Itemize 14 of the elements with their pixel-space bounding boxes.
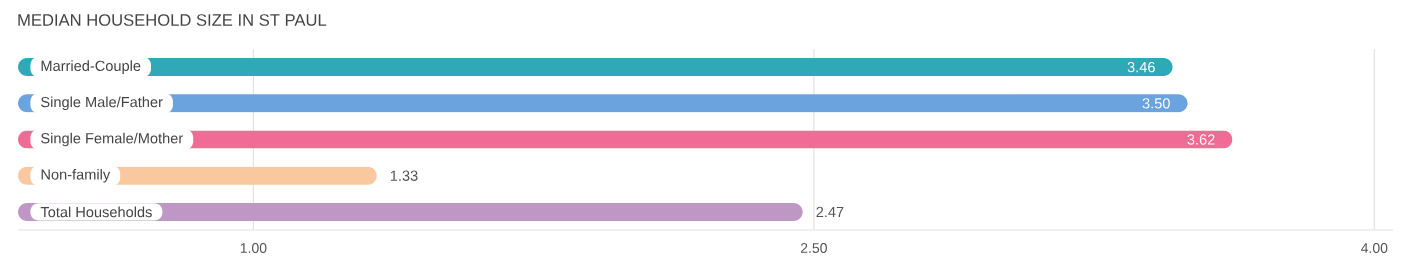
data-label: 2.47 [816,206,844,217]
data-label: 3.46 [1127,61,1155,73]
data-label: 3.50 [1142,98,1170,109]
y-tick-label: Single Female/Mother [41,132,183,147]
chart-title: MEDIAN HOUSEHOLD SIZE IN ST PAUL [18,14,327,26]
x-tick-label: 1.00 [240,243,267,253]
y-tick-label: Non-family [41,168,111,183]
y-tick-label: Total Households [40,206,152,218]
y-tick-label: Married-Couple [41,60,141,74]
y-tick-label: Single Male/Father [41,96,163,111]
x-tick-label: 4.00 [1361,243,1388,253]
x-tick-label: 2.50 [800,243,827,253]
data-label: 1.33 [390,170,418,181]
data-label: 3.62 [1187,134,1215,145]
